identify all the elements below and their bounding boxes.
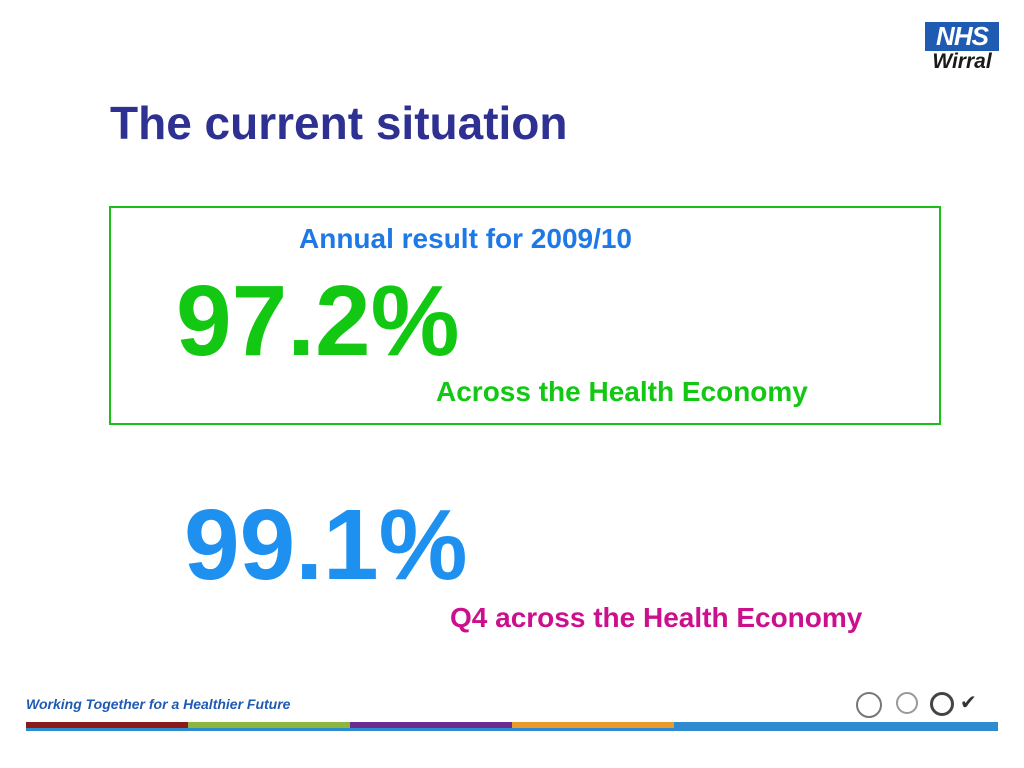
stripe-segment: [188, 722, 350, 728]
annual-result-value: 97.2%: [176, 265, 460, 377]
annual-result-box: [109, 206, 941, 425]
stripe-segment: [674, 722, 836, 728]
accreditation-logos: ✔: [856, 690, 1002, 720]
stripe-segment: [512, 722, 674, 728]
footer-color-stripe: [26, 722, 998, 728]
nhs-brand-mark: NHS: [925, 22, 999, 51]
checkmark-badge-icon: ✔: [960, 692, 977, 714]
award-ring-icon: [896, 692, 918, 714]
stripe-segment: [26, 722, 188, 728]
nhs-wirral-logo: NHS Wirral: [922, 22, 1002, 80]
annual-result-caption: Across the Health Economy: [436, 376, 808, 407]
slide-title: The current situation: [110, 97, 568, 149]
organisation-name: Wirral: [932, 50, 992, 73]
award-seal-icon: [856, 692, 882, 718]
q4-result-value: 99.1%: [184, 489, 468, 601]
stripe-segment: [836, 722, 998, 728]
q4-result-caption: Q4 across the Health Economy: [450, 602, 863, 633]
annual-result-label: Annual result for 2009/10: [299, 223, 633, 254]
crest-icon: [930, 692, 954, 716]
stripe-segment: [350, 722, 512, 728]
footer-stripe-base: [26, 728, 998, 731]
footer-tagline: Working Together for a Healthier Future: [26, 696, 291, 712]
